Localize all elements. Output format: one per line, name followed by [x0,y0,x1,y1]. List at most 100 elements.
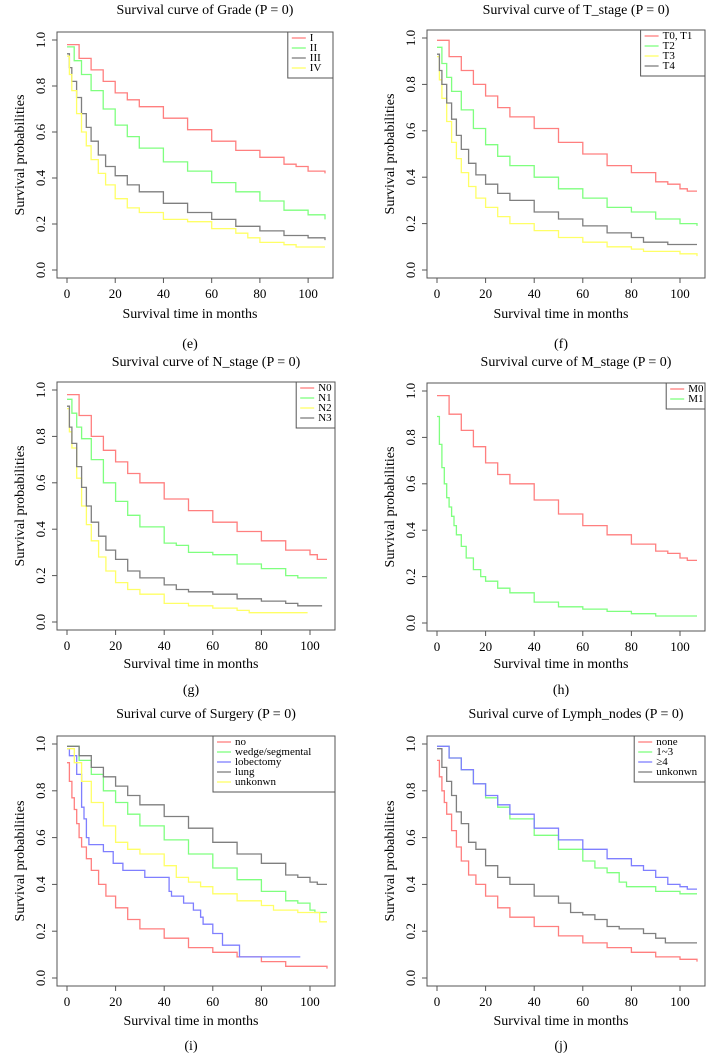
legend-label: II [310,42,318,54]
y-tick-label: 1.0 [403,30,418,46]
series-line-n3 [67,405,323,607]
series-line--4 [437,745,697,890]
x-tick-label: 20 [109,638,122,653]
y-tick-label: 0.2 [33,567,48,583]
series-line-no [67,762,328,969]
series-line-t4 [437,53,697,246]
x-tick-label: 0 [434,286,441,301]
x-tick-label: 60 [206,638,219,653]
panel-g: Survival curve of N_stage (P = 0) 0 20 40 60… [13,355,336,698]
x-tick-label: 40 [157,286,170,301]
x-tick-label: 80 [253,286,266,301]
y-tick-label: 0.2 [33,216,48,232]
x-tick-label: 20 [109,994,122,1009]
chart-title: Survival curve of N_stage (P = 0) [112,355,301,370]
y-axis-label: Survival probabilities [13,801,28,922]
y-tick-label: 1.0 [33,32,48,48]
y-tick-label: 0.2 [33,923,48,939]
plot-frame [426,735,706,987]
x-tick-label: 100 [670,994,690,1009]
y-axis-label: Survival probabilities [383,447,398,568]
plot-frame [56,735,336,987]
panel-caption: (j) [554,1039,568,1054]
x-tick-label: 40 [528,639,541,654]
legend-label: wedge/segmental [235,746,311,758]
x-tick-label: 80 [625,286,638,301]
panel-e: Survival curve of Grade (P = 0) 0 20 40 60 80… [13,3,334,352]
x-tick-label: 60 [206,994,219,1009]
x-tick-label: 20 [479,286,492,301]
series-line-i [67,43,326,174]
x-tick-label: 0 [434,994,441,1009]
y-tick-label: 1.0 [33,382,48,398]
y-tick-label: 0.6 [33,474,48,491]
series-line-unkonwn [67,748,327,923]
panel-caption: (g) [183,683,200,698]
x-axis-label: Survival time in months [494,307,629,322]
legend-box [665,382,706,410]
legend-label: ≥4 [656,756,668,768]
plot-frame [56,381,336,631]
legend-label: T3 [663,50,676,62]
x-tick-label: 0 [434,639,441,654]
panel-caption: (f) [554,337,568,352]
panel-caption: (i) [184,1039,198,1054]
chart-title: Surival curve of Surgery (P = 0) [116,707,296,722]
plot-frame [426,382,706,632]
x-tick-label: 20 [479,639,492,654]
y-tick-label: 0.0 [403,970,418,986]
series-line-m0 [437,394,697,562]
x-tick-label: 60 [205,286,218,301]
y-tick-label: 0.8 [33,78,48,94]
x-tick-label: 100 [298,286,318,301]
y-axis-label: Survival probabilities [13,95,28,216]
y-tick-label: 0.8 [403,76,418,92]
plot-frame [426,29,706,279]
legend-box [295,381,336,429]
legend-label: no [235,736,247,748]
legend-label: unkonwn [235,776,276,788]
panel-caption: (e) [182,337,198,352]
legend-label: IV [310,62,322,74]
y-tick-label: 0.0 [403,615,418,631]
x-tick-label: 0 [64,286,71,301]
y-tick-label: 0.6 [33,829,48,846]
y-tick-label: 0.0 [33,970,48,986]
x-tick-label: 40 [528,286,541,301]
legend-box [287,31,334,79]
series-line-lung [67,745,327,886]
y-tick-label: 0.4 [403,169,418,186]
y-tick-label: 0.8 [403,783,418,799]
x-tick-label: 60 [576,286,589,301]
series-line-ii [67,46,326,220]
y-tick-label: 0.4 [33,521,48,538]
panel-caption: (h) [553,683,570,698]
x-tick-label: 0 [64,638,71,653]
chart-title: Survival curve of T_stage (P = 0) [483,3,670,18]
y-tick-label: 0.6 [33,123,48,140]
y-axis-label: Survival probabilities [383,94,398,215]
x-tick-label: 80 [625,639,638,654]
y-tick-label: 0.8 [403,429,418,445]
legend-label: N3 [318,412,332,424]
x-tick-label: 100 [300,994,320,1009]
x-axis-label: Survival time in months [123,307,258,322]
panel-j: Surival curve of Lymph_nodes (P = 0) 0 20 4… [383,707,706,1054]
x-tick-label: 40 [158,994,171,1009]
legend-label: III [310,52,321,64]
x-tick-label: 0 [64,994,71,1009]
series-line-n2 [67,407,308,614]
y-tick-label: 0.2 [403,923,418,939]
x-tick-label: 80 [255,638,268,653]
legend-label: N2 [318,402,331,414]
x-tick-label: 100 [670,639,690,654]
y-tick-label: 0.4 [403,876,418,893]
y-axis-label: Survival probabilities [383,801,398,922]
series-line-iv [67,55,325,248]
y-tick-label: 1.0 [33,736,48,752]
y-tick-label: 0.6 [403,475,418,492]
y-tick-label: 0.6 [403,122,418,139]
